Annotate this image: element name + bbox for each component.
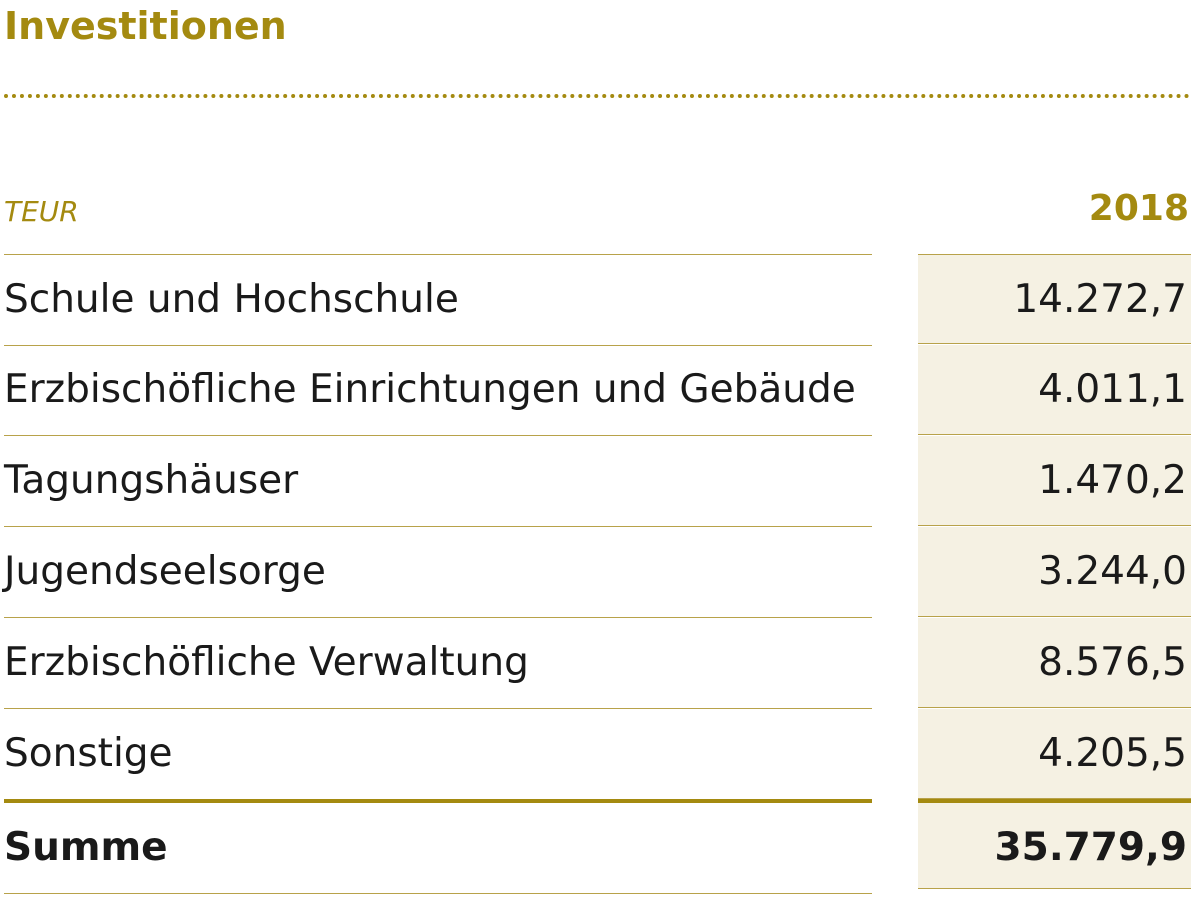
year-header: 2018 [1088, 188, 1189, 229]
page-title: Investitionen [4, 4, 287, 48]
investment-table: Schule und Hochschule 14.272,7 Erzbischö… [4, 254, 1191, 894]
row-label: Jugendseelsorge [4, 527, 872, 618]
table-row: Erzbischöfliche Verwaltung 8.576,5 [4, 618, 1191, 709]
row-label: Erzbischöfliche Verwaltung [4, 618, 872, 709]
table-row: Jugendseelsorge 3.244,0 [4, 527, 1191, 618]
row-label: Tagungshäuser [4, 436, 872, 527]
table-row: Tagungshäuser 1.470,2 [4, 436, 1191, 527]
unit-label: TEUR [4, 195, 79, 228]
row-value: 8.576,5 [918, 618, 1191, 708]
table-row: Schule und Hochschule 14.272,7 [4, 254, 1191, 346]
table-row: Erzbischöfliche Einrichtungen und Gebäud… [4, 345, 1191, 436]
row-value: 1.470,2 [918, 436, 1191, 526]
table-row: Sonstige 4.205,5 [4, 709, 1191, 800]
row-value: 4.205,5 [918, 709, 1191, 799]
dotted-divider [4, 94, 1190, 98]
row-label: Schule und Hochschule [4, 254, 872, 346]
row-value: 3.244,0 [918, 527, 1191, 617]
row-value: 14.272,7 [918, 254, 1191, 344]
total-row: Summe 35.779,9 [4, 799, 1191, 894]
row-label: Sonstige [4, 709, 872, 800]
row-label: Erzbischöfliche Einrichtungen und Gebäud… [4, 345, 872, 436]
total-label: Summe [4, 799, 872, 894]
total-value: 35.779,9 [918, 799, 1191, 889]
row-value: 4.011,1 [918, 345, 1191, 435]
